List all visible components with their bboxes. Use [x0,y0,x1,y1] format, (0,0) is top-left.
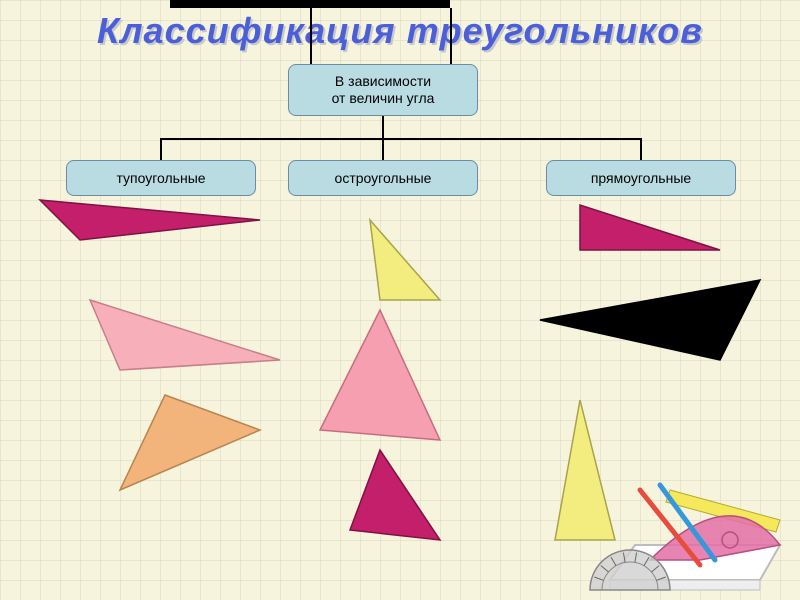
obtuse-orange-1 [120,395,260,490]
tools-illustration [580,450,790,595]
right-black-1 [540,280,760,360]
right-magenta-3 [580,205,720,250]
acute-magenta-2 [350,450,440,540]
obtuse-magenta-1 [40,200,260,240]
diagram-canvas: Классификация треугольников В зависимост… [0,0,800,600]
acute-yellow-1 [370,220,440,300]
acute-pink-2 [320,310,440,440]
obtuse-pink-1 [90,300,280,370]
